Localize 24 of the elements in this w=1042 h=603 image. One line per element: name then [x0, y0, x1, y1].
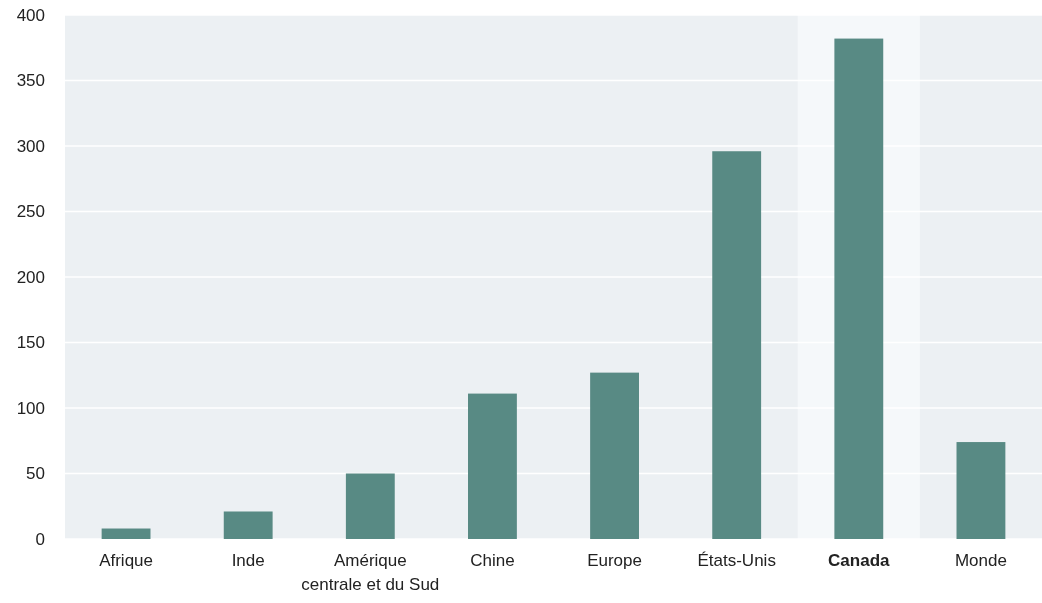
y-tick-label: 100	[16, 398, 45, 418]
bar	[590, 372, 639, 539]
x-tick-label: Inde	[231, 551, 265, 570]
y-tick-label: 350	[16, 71, 45, 91]
y-tick-label: 50	[26, 464, 45, 484]
bar	[712, 151, 762, 539]
y-tick-label: 250	[16, 202, 45, 222]
x-tick-label: Amérique centrale et du Sud	[301, 551, 440, 594]
bar	[468, 393, 517, 539]
x-tick-label: Chine	[470, 551, 515, 570]
x-tick-label: Europe	[587, 551, 642, 570]
x-tick-label: États-Unis	[697, 551, 776, 570]
y-tick-label: 0	[35, 529, 45, 549]
y-tick-label: 300	[16, 136, 45, 156]
bar	[101, 528, 151, 539]
x-tick-label: Afrique	[99, 551, 153, 570]
x-tick-label: Canada	[828, 551, 891, 570]
bar	[956, 442, 1006, 539]
bar	[223, 511, 273, 539]
y-tick-label: 200	[16, 267, 45, 287]
y-tick-label: 400	[16, 5, 45, 25]
x-tick-label: Monde	[954, 551, 1007, 570]
y-tick-label: 150	[16, 333, 45, 353]
bar	[345, 473, 395, 539]
